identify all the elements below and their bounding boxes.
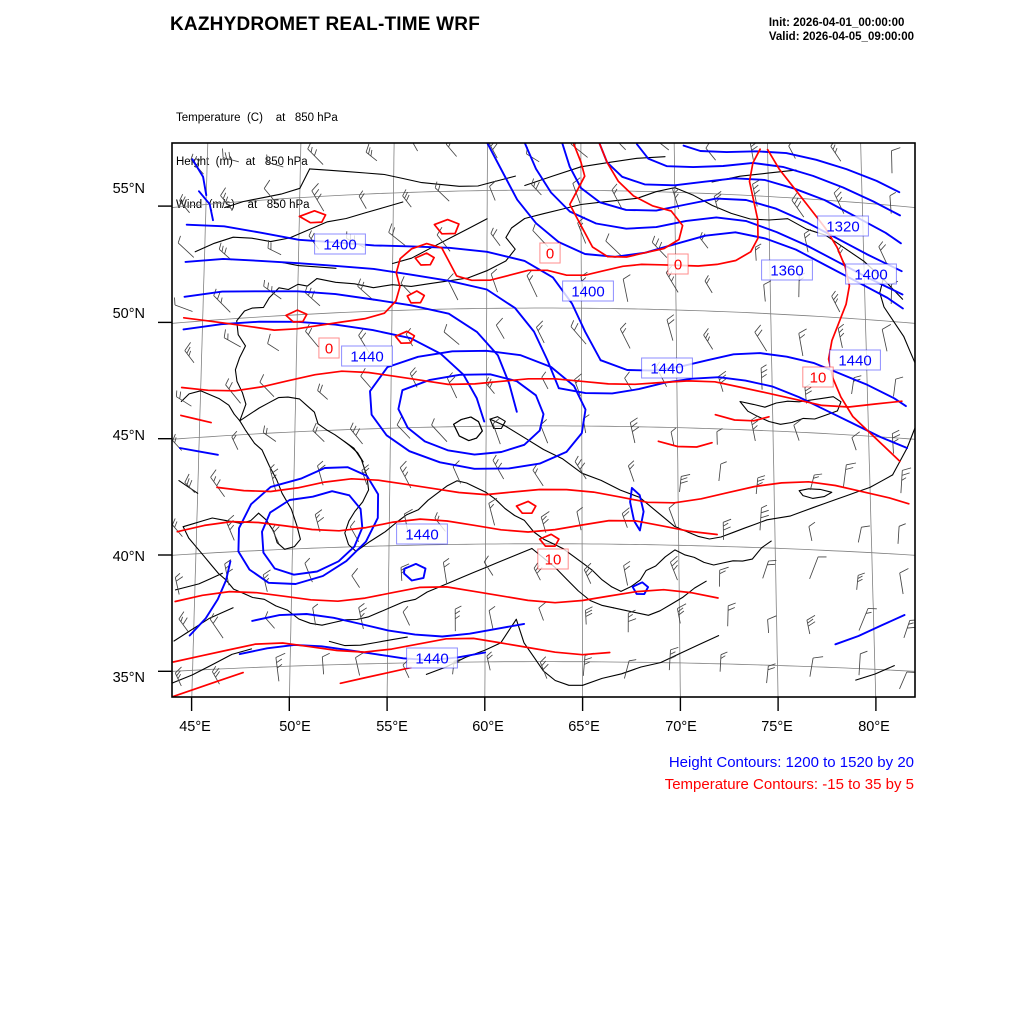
init-time: Init: 2026-04-01_00:00:00 xyxy=(768,17,905,29)
contour-label-height-1440: 1440 xyxy=(350,349,383,366)
lat-label-40: 40°N xyxy=(112,549,145,565)
contour-label-height-1360: 1360 xyxy=(770,263,803,280)
contour-label-box xyxy=(761,259,813,281)
lat-label-55: 55°N xyxy=(112,181,145,197)
contour-label-height-1400: 1400 xyxy=(854,267,887,284)
contour-label-height-1440: 1440 xyxy=(405,527,438,544)
map-frame xyxy=(171,142,916,698)
legend-temperature-contours: Temperature Contours: -15 to 35 by 5 xyxy=(664,776,914,793)
lon-label-55: 55°E xyxy=(376,719,408,735)
legend-height-contours: Height Contours: 1200 to 1520 by 20 xyxy=(668,754,914,771)
contour-label-temperature-0: 0 xyxy=(325,341,333,358)
lat-label-45: 45°N xyxy=(112,428,145,444)
field-height: Height (m) at 850 hPa xyxy=(176,155,308,168)
contour-label-box xyxy=(318,337,340,359)
contour-labels: 1400 1400 1320 1360 1400 1440 1440 1440 1440 1440… xyxy=(314,215,897,669)
contour-label-box xyxy=(802,366,834,388)
contour-label-box xyxy=(562,280,614,302)
lon-label-80: 80°E xyxy=(858,719,890,735)
lon-label-75: 75°E xyxy=(761,719,793,735)
contour-label-box xyxy=(406,647,458,669)
contour-label-box xyxy=(817,215,869,237)
valid-time: Valid: 2026-04-05_09:00:00 xyxy=(768,31,914,43)
page-title: KAZHYDROMET REAL-TIME WRF xyxy=(170,14,481,35)
lon-label-65: 65°E xyxy=(568,719,600,735)
lon-label-45: 45°E xyxy=(179,719,211,735)
contour-label-height-1440: 1440 xyxy=(415,651,448,668)
graticule-lines xyxy=(172,143,915,697)
contour-label-height-1400: 1400 xyxy=(323,237,356,254)
contour-label-box xyxy=(341,345,393,367)
contour-legend: Height Contours: 1200 to 1520 by 20 Temp… xyxy=(665,752,914,796)
contour-label-height-1440: 1440 xyxy=(838,353,871,370)
lat-label-35: 35°N xyxy=(112,670,145,686)
axis-ticks xyxy=(158,205,877,711)
contour-label-height-1440: 1440 xyxy=(650,361,683,378)
contour-label-box xyxy=(396,523,448,545)
temperature-contours xyxy=(172,143,910,697)
contour-label-temperature-0: 0 xyxy=(674,257,682,274)
lon-label-60: 60°E xyxy=(472,719,504,735)
contour-label-box xyxy=(537,548,569,570)
field-temperature: Temperature (C) at 850 hPa xyxy=(176,112,338,124)
wind-barbs xyxy=(172,143,915,690)
contour-label-temperature-10: 10 xyxy=(545,552,562,569)
contour-label-height-1400: 1400 xyxy=(571,284,604,301)
lat-label-50: 50°N xyxy=(112,306,145,322)
lon-label-70: 70°E xyxy=(665,719,697,735)
contour-label-box xyxy=(314,233,366,255)
contour-label-box xyxy=(641,357,693,379)
model-run-times: Init: 2026-04-01_00:00:00 Valid: 2026-04… xyxy=(769,16,914,44)
lon-label-50: 50°E xyxy=(279,719,311,735)
contour-label-box xyxy=(667,253,689,275)
contour-label-box xyxy=(845,263,897,285)
contour-label-temperature-10: 10 xyxy=(810,370,827,387)
contour-label-height-1320: 1320 xyxy=(826,219,859,236)
contour-label-box xyxy=(829,349,881,371)
contour-label-box xyxy=(539,242,561,264)
contour-label-temperature-0: 0 xyxy=(546,246,554,263)
